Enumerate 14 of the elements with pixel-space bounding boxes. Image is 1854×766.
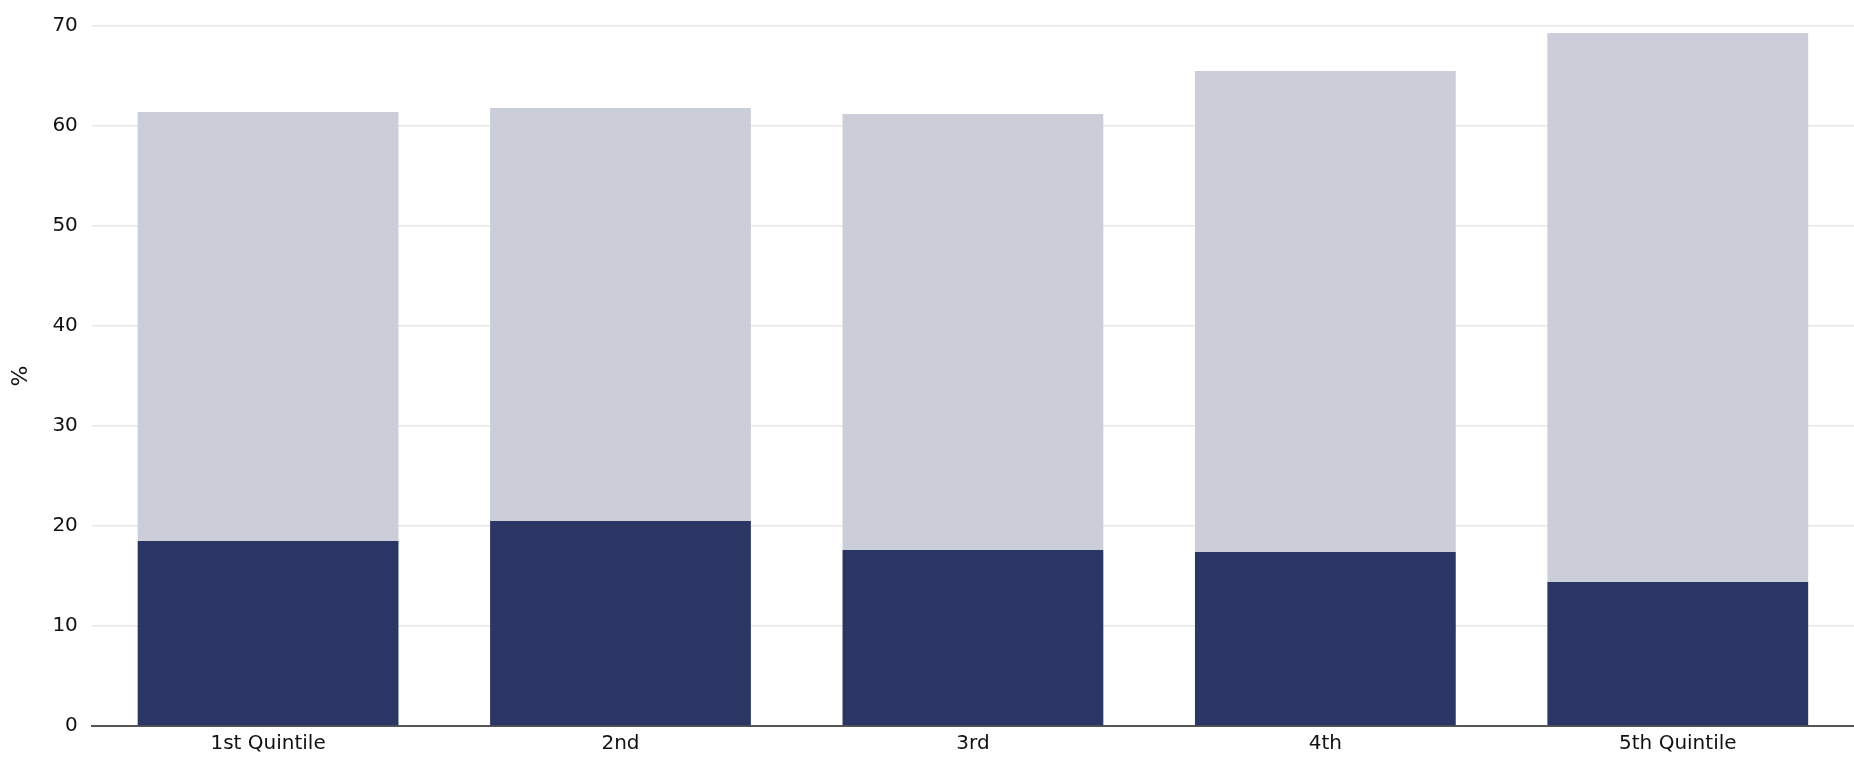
- y-tick-label: 30: [52, 412, 78, 437]
- y-tick-label: 70: [52, 12, 78, 37]
- y-tick-label: 50: [52, 212, 78, 237]
- y-tick-label: 40: [52, 312, 78, 337]
- y-tick-label: 0: [65, 712, 78, 737]
- x-tick-label: 4th: [1308, 730, 1342, 755]
- x-tick-label: 1st Quintile: [210, 730, 326, 755]
- y-tick-label: 20: [52, 512, 78, 537]
- x-tick-label: 2nd: [601, 730, 640, 755]
- x-tick-label: 3rd: [956, 730, 990, 755]
- x-tick-label: 5th Quintile: [1619, 730, 1737, 755]
- y-tick-label: 60: [52, 112, 78, 137]
- y-axis-title: %: [6, 365, 32, 387]
- y-tick-label: 10: [52, 612, 78, 637]
